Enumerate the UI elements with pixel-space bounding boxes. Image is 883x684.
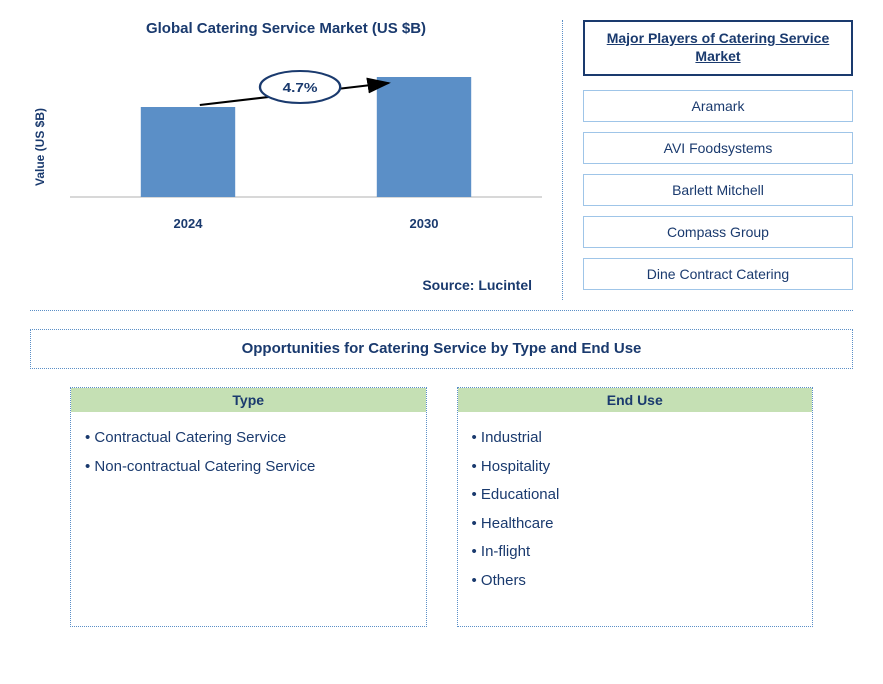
type-column: Type Contractual Catering Service Non-co… — [70, 387, 427, 627]
bar-2030 — [377, 77, 471, 197]
chart-source: Source: Lucintel — [30, 277, 532, 293]
list-item: Industrial — [472, 424, 799, 453]
players-header-box: Major Players of Catering Service Market — [583, 20, 853, 76]
end-use-list: Industrial Hospitality Educational Healt… — [458, 412, 813, 607]
type-list: Contractual Catering Service Non-contrac… — [71, 412, 426, 493]
end-use-column: End Use Industrial Hospitality Education… — [457, 387, 814, 627]
bar-chart-svg: 4.7% — [70, 47, 542, 207]
end-use-column-header: End Use — [458, 388, 813, 412]
opportunities-row: Type Contractual Catering Service Non-co… — [30, 387, 853, 627]
opportunities-header-box: Opportunities for Catering Service by Ty… — [30, 329, 853, 369]
player-item: AVI Foodsystems — [583, 132, 853, 164]
player-item: Barlett Mitchell — [583, 174, 853, 206]
list-item: Non-contractual Catering Service — [85, 453, 412, 482]
chart-area: Value (US $B) 4.7% — [70, 47, 542, 247]
player-item: Dine Contract Catering — [583, 258, 853, 290]
list-item: Healthcare — [472, 510, 799, 539]
players-header: Major Players of Catering Service Market — [607, 30, 830, 64]
chart-title: Global Catering Service Market (US $B) — [30, 20, 542, 37]
y-axis-label: Value (US $B) — [33, 108, 47, 186]
players-panel: Major Players of Catering Service Market… — [563, 20, 853, 300]
player-item: Compass Group — [583, 216, 853, 248]
player-item: Aramark — [583, 90, 853, 122]
growth-label: 4.7% — [283, 81, 318, 96]
opportunities-header: Opportunities for Catering Service by Ty… — [242, 340, 642, 357]
list-item: In-flight — [472, 538, 799, 567]
x-axis-labels: 2024 2030 — [70, 216, 542, 231]
list-item: Educational — [472, 481, 799, 510]
list-item: Others — [472, 567, 799, 596]
top-row: Global Catering Service Market (US $B) V… — [30, 20, 853, 311]
bar-2024 — [141, 107, 235, 197]
x-label-1: 2030 — [410, 216, 439, 231]
chart-panel: Global Catering Service Market (US $B) V… — [30, 20, 563, 300]
list-item: Contractual Catering Service — [85, 424, 412, 453]
type-column-header: Type — [71, 388, 426, 412]
list-item: Hospitality — [472, 453, 799, 482]
infographic-container: Global Catering Service Market (US $B) V… — [0, 0, 883, 684]
x-label-0: 2024 — [174, 216, 203, 231]
